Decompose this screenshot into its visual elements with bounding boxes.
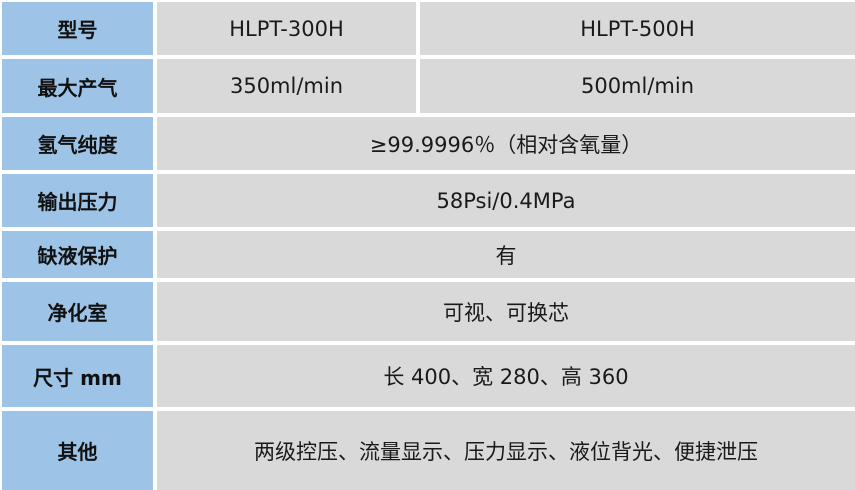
purifier-value: 可视、可换芯 bbox=[157, 282, 855, 341]
row-label-pressure: 输出压力 bbox=[2, 174, 153, 227]
row-label-low-liquid: 缺液保护 bbox=[2, 231, 153, 278]
row-label-purifier: 净化室 bbox=[2, 282, 153, 341]
row-label-model: 型号 bbox=[2, 2, 153, 55]
max-output-300h: 350ml/min bbox=[157, 59, 416, 113]
pressure-value: 58Psi/0.4MPa bbox=[157, 174, 855, 227]
row-label-size: 尺寸 mm bbox=[2, 345, 153, 407]
max-output-500h: 500ml/min bbox=[420, 59, 855, 113]
other-value: 两级控压、流量显示、压力显示、液位背光、便捷泄压 bbox=[157, 411, 855, 490]
model-300h: HLPT-300H bbox=[157, 2, 416, 55]
row-label-other: 其他 bbox=[2, 411, 153, 490]
model-500h: HLPT-500H bbox=[420, 2, 855, 55]
size-value: 长 400、宽 280、高 360 bbox=[157, 345, 855, 407]
low-liquid-value: 有 bbox=[157, 231, 855, 278]
row-label-max-output: 最大产气 bbox=[2, 59, 153, 113]
row-label-purity: 氢气纯度 bbox=[2, 117, 153, 170]
purity-value: ≥99.9996％（相对含氧量） bbox=[157, 117, 855, 170]
